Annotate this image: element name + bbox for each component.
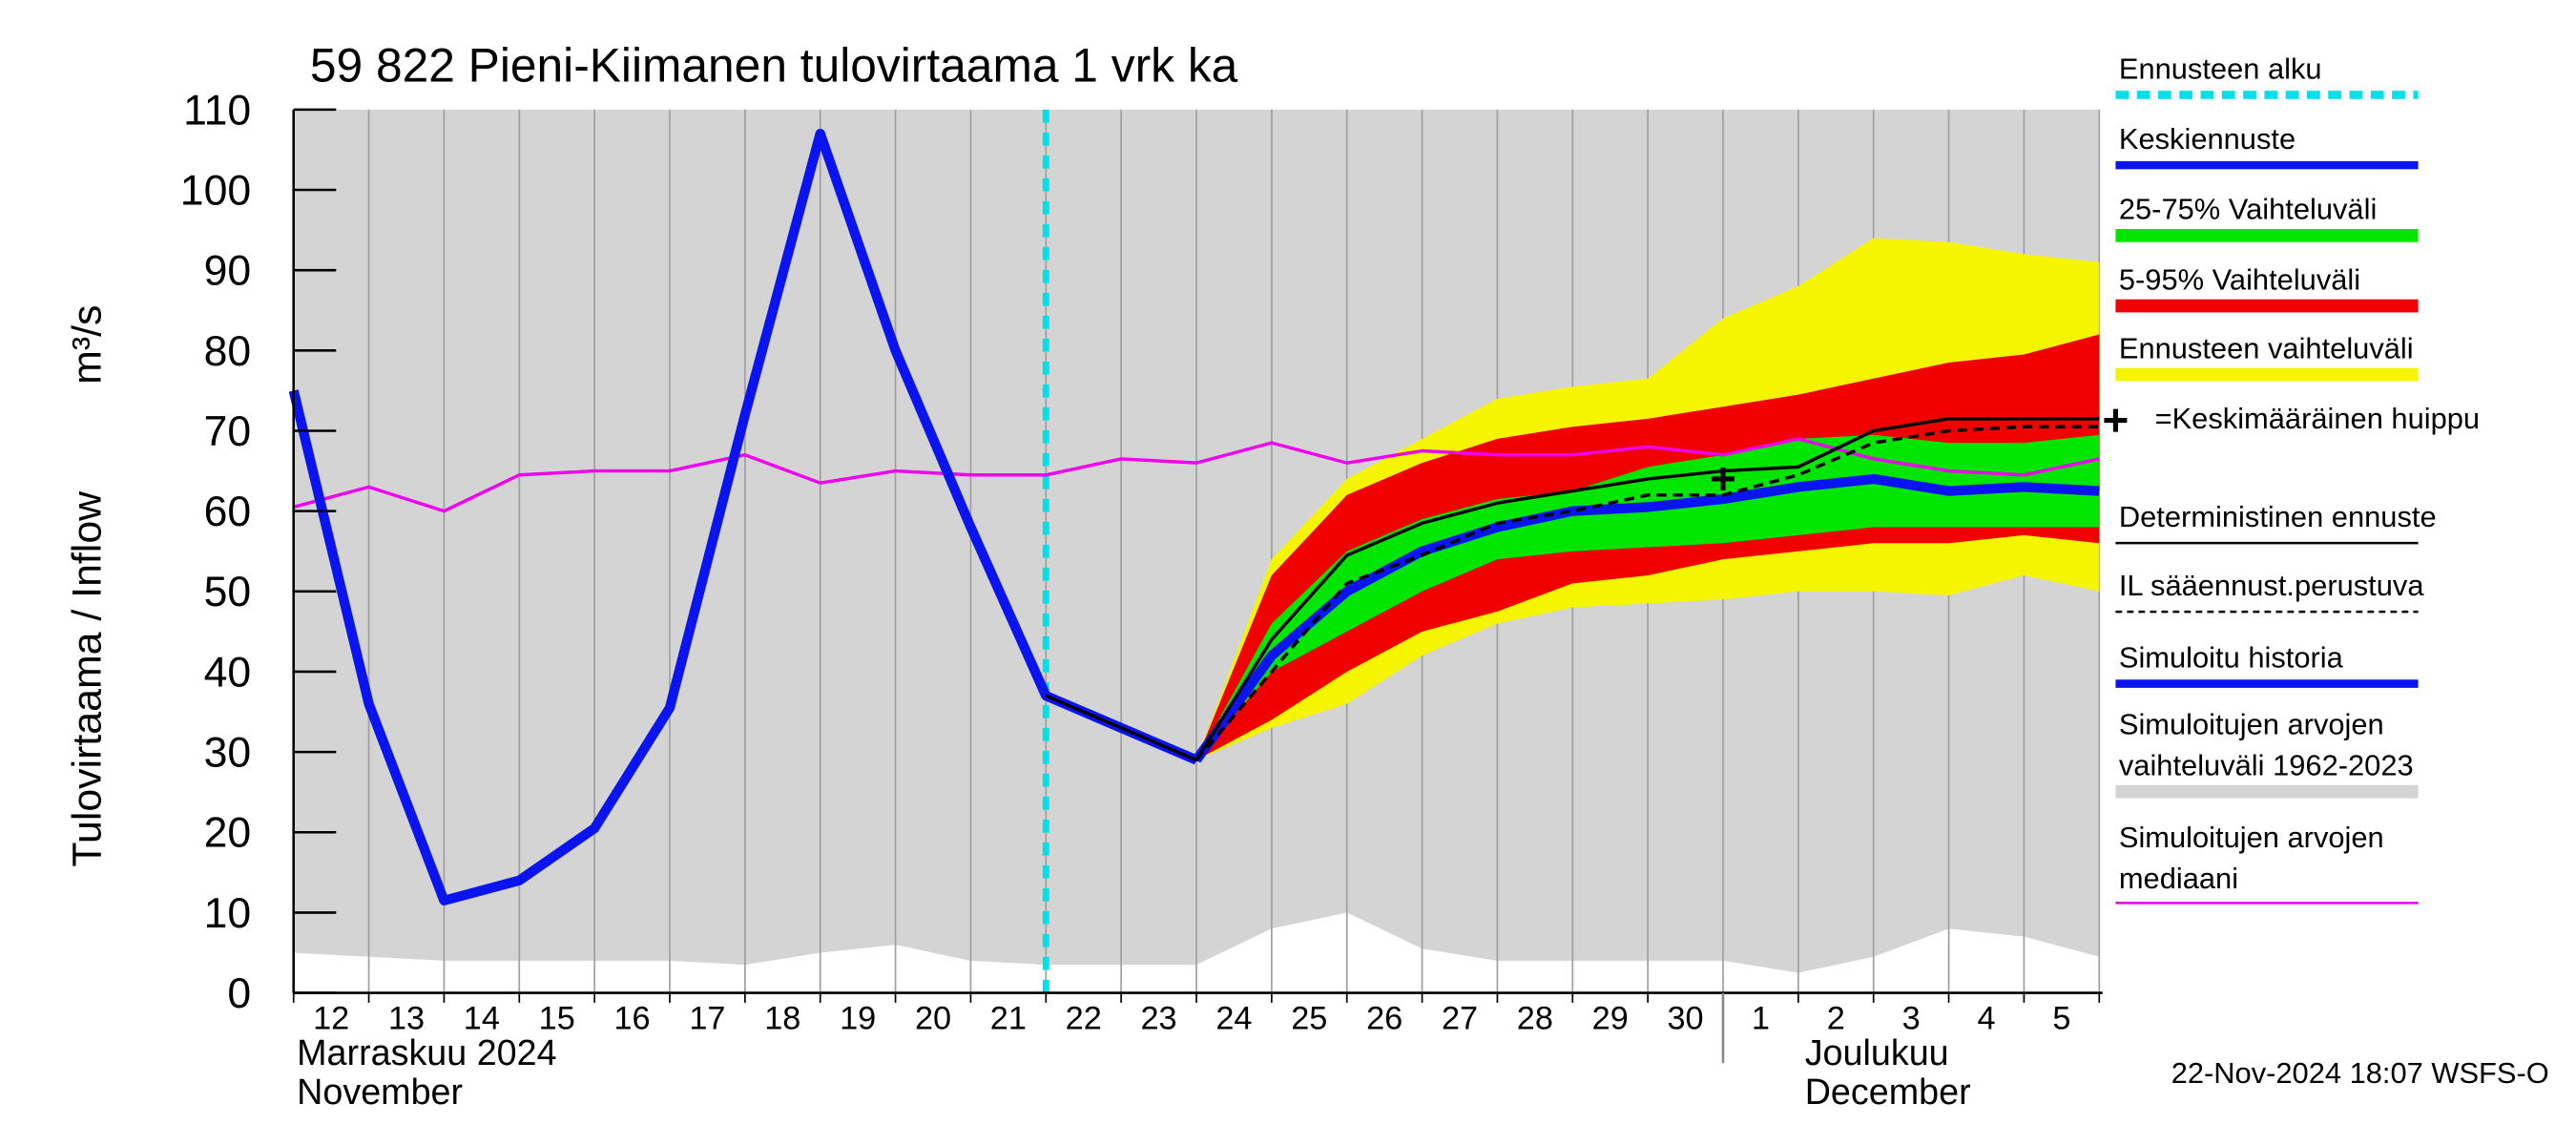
legend-label-box: Simuloitu historia [2118, 641, 2343, 675]
y-tick-label: 90 [204, 248, 252, 295]
x-tick-label: 23 [1141, 1000, 1177, 1036]
month-label: December [1805, 1072, 1971, 1112]
y-tick-label: 10 [204, 890, 252, 937]
month-label: Joulukuu [1805, 1032, 1949, 1072]
legend-label: 25-75% Vaihteluväli [2118, 193, 2378, 226]
y-tick-label: 80 [204, 328, 252, 375]
legend-label-box: =Keskimääräinen huippu [2154, 402, 2481, 435]
x-tick-label: 15 [539, 1000, 575, 1036]
x-tick-label: 25 [1291, 1000, 1327, 1036]
x-tick-label: 21 [990, 1000, 1027, 1036]
legend-label: =Keskimääräinen huippu [2154, 402, 2481, 435]
x-tick-label: 2 [1827, 1000, 1845, 1036]
x-tick-label: 5 [2052, 1000, 2070, 1036]
legend-label: Ennusteen alku [2118, 52, 2322, 86]
line [1192, 473, 2100, 763]
legend-swatch [2115, 229, 2419, 242]
y-tick-label: 40 [204, 649, 252, 696]
legend-label-box: Deterministinen ennuste [2118, 500, 2437, 533]
month-label: November [297, 1072, 463, 1112]
y-tick-label: 50 [204, 569, 252, 615]
x-tick-label: 16 [614, 1000, 651, 1036]
legend-label-box: Ennusteen alku [2118, 52, 2322, 86]
x-tick-label: 18 [764, 1000, 800, 1036]
legend-swatch [2115, 367, 2419, 382]
y-tick-label: 110 [183, 87, 251, 134]
line [293, 437, 2100, 513]
month-label: Marraskuu 2024 [297, 1032, 556, 1072]
x-tick-label: 29 [1592, 1000, 1629, 1036]
y-axis-label: Tulovirtaama / Inflow [64, 490, 110, 867]
peak-marker [1712, 467, 1735, 490]
x-tick-label: 3 [1902, 1000, 1921, 1036]
legend-label-box: Simuloitujen arvojen mediaani [2118, 821, 2384, 895]
x-tick-label: 22 [1066, 1000, 1102, 1036]
band [1196, 434, 2100, 760]
x-tick-label: 26 [1366, 1000, 1402, 1036]
legend-label-box: 25-75% Vaihteluväli [2118, 193, 2378, 226]
legend-label: Keskiennuste [2118, 122, 2296, 156]
legend-label: Simuloitujen arvojen mediaani [2118, 821, 2384, 895]
line [1195, 425, 2100, 761]
x-tick-label: 30 [1668, 1000, 1704, 1036]
line [1045, 417, 2100, 762]
legend-swatch [2115, 299, 2419, 313]
legend-label: Simuloitujen arvojen vaihteluväli 1962-2… [2118, 708, 2414, 782]
x-tick-label: 24 [1215, 1000, 1252, 1036]
x-tick-label: 17 [689, 1000, 725, 1036]
legend: Ennusteen alku Keskiennuste 25-75% Vaihtel… [2104, 52, 2481, 905]
legend-label: IL sääennust.perustuva [2118, 569, 2424, 602]
legend-label: 5-95% Vaihteluväli [2118, 263, 2361, 297]
y-tick-label: 30 [204, 730, 252, 777]
x-tick-label: 28 [1517, 1000, 1553, 1036]
legend-swatch [2115, 784, 2419, 799]
footer: 22-Nov-2024 18:07 WSFS-O [2171, 1056, 2549, 1090]
x-tick-label: 14 [464, 1000, 500, 1036]
legend-label-box: Keskiennuste [2118, 122, 2296, 156]
x-tick-label: 13 [388, 1000, 425, 1036]
y-tick-label: 100 [180, 167, 251, 214]
x-tick-label: 19 [840, 1000, 876, 1036]
legend-label-box: Simuloitujen arvojen vaihteluväli 1962-2… [2118, 708, 2414, 782]
y-tick-label: 70 [204, 408, 252, 455]
legend-label: Deterministinen ennuste [2118, 500, 2437, 533]
x-tick-label: 1 [1752, 1000, 1770, 1036]
x-tick-label: 27 [1442, 1000, 1478, 1036]
x-tick-label: 4 [1977, 1000, 1995, 1036]
legend-label: Ennusteen vaihteluväli [2118, 332, 2414, 365]
chart-title: 59 822 Pieni-Kiimanen tulovirtaama 1 vrk… [310, 39, 1238, 93]
legend-label-box: IL sääennust.perustuva [2118, 569, 2424, 602]
legend-marker [2104, 408, 2128, 432]
legend-label-box: 5-95% Vaihteluväli [2118, 263, 2361, 297]
y-tick-label: 60 [204, 489, 252, 535]
y-tick-label: 0 [227, 970, 251, 1017]
y-tick-label: 20 [204, 810, 252, 857]
legend-label: Simuloitu historia [2118, 641, 2343, 675]
x-tick-label: 12 [313, 1000, 349, 1036]
y-axis-unit: m³/s [64, 305, 110, 385]
legend-label-box: Ennusteen vaihteluväli [2118, 332, 2414, 365]
x-tick-label: 20 [915, 1000, 951, 1036]
